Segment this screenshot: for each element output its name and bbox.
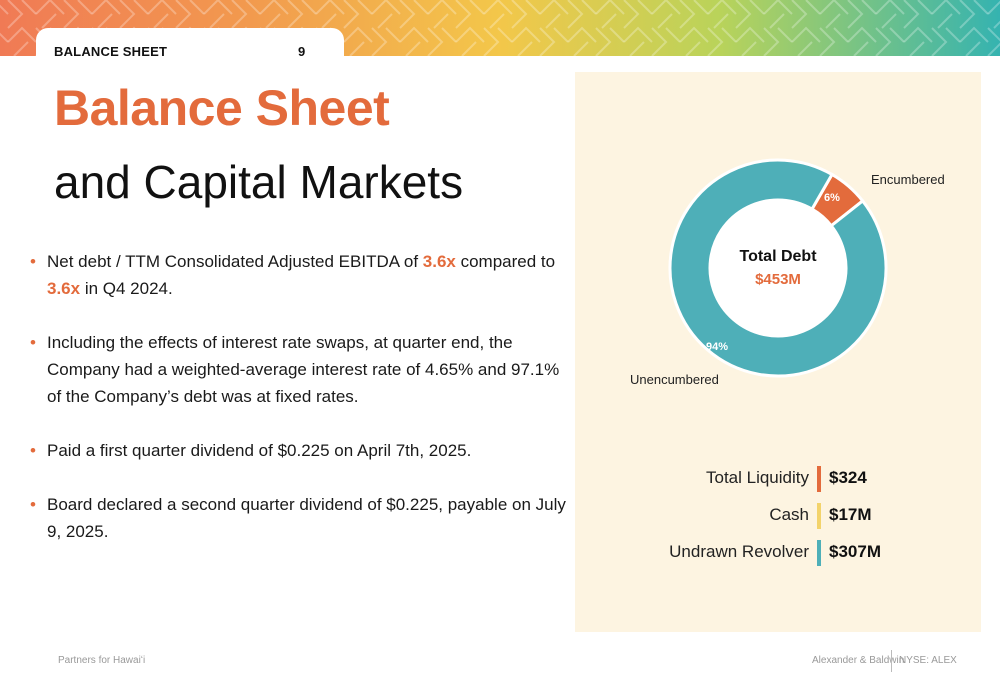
liquidity-color-bar [817, 540, 821, 566]
page-title: Balance Sheet [54, 80, 390, 136]
bullet-dot-icon: • [30, 441, 36, 460]
bullet-item: • Including the effects of interest rate … [30, 329, 570, 410]
encumbered-legend-label: Encumbered [871, 172, 945, 187]
footer-divider [891, 650, 892, 672]
highlight-value: 3.6x [422, 252, 456, 271]
bullet-text: Paid a first quarter dividend of $0.225 … [47, 441, 471, 460]
donut-center-label: Total Debt [739, 248, 817, 265]
encumbered-percent-label: 6% [824, 192, 840, 204]
liquidity-label: Total Liquidity [705, 468, 809, 487]
bullet-item: • Net debt / TTM Consolidated Adjusted EB… [30, 248, 570, 302]
donut-center-value: $453M [755, 271, 801, 288]
liquidity-color-bar [817, 503, 821, 529]
bullet-item: • Paid a first quarter dividend of $0.225… [30, 437, 570, 464]
page-number: 9 [298, 44, 306, 59]
bullet-text: Board declared a second quarter dividend… [47, 495, 566, 541]
bullet-item: • Board declared a second quarter dividen… [30, 491, 570, 545]
liquidity-label: Undrawn Revolver [669, 542, 809, 561]
bullet-text-part: Paid a first quarter dividend of $0.225 … [47, 441, 472, 460]
page-subtitle: and Capital Markets [54, 156, 464, 208]
liquidity-row-revolver: Undrawn Revolver $307M [575, 538, 981, 568]
bullet-text: Including the effects of interest rate s… [47, 333, 559, 406]
footer-tagline: Partners for Hawaiʻi [58, 655, 146, 666]
bullet-text-part: Net debt / TTM Consolidated Adjusted EBI… [47, 252, 423, 271]
donut-hole [710, 200, 846, 336]
liquidity-row-cash: Cash $17M [575, 501, 981, 531]
bullet-text-part: in Q4 2024. [80, 279, 173, 298]
bullet-dot-icon: • [30, 495, 36, 514]
bullet-list: • Net debt / TTM Consolidated Adjusted EB… [30, 248, 570, 572]
footer-company: Alexander & Baldwin [812, 655, 905, 666]
bullet-text: Net debt / TTM Consolidated Adjusted EBI… [47, 252, 555, 298]
debt-donut-chart: Total Debt $453M 6% 94% Encumbered Unenc… [630, 158, 945, 387]
bullet-text-part: Including the effects of interest rate s… [47, 333, 560, 406]
liquidity-row-total: Total Liquidity $324 [575, 464, 981, 494]
bullet-dot-icon: • [30, 333, 36, 352]
section-tab [36, 28, 344, 68]
bullet-dot-icon: • [30, 252, 36, 271]
liquidity-value: $324 [829, 468, 867, 487]
highlight-value: 3.6x [47, 279, 81, 298]
liquidity-color-bar [817, 466, 821, 492]
bullet-text-part: compared to [455, 252, 556, 271]
unencumbered-percent-label: 94% [706, 341, 728, 353]
liquidity-value: $307M [829, 542, 881, 561]
bullet-text-part: Board declared a second quarter dividend… [47, 495, 566, 541]
liquidity-value: $17M [829, 505, 872, 524]
footer-ticker: NYSE: ALEX [899, 655, 957, 666]
section-label: BALANCE SHEET [54, 44, 168, 59]
liquidity-label: Cash [769, 505, 809, 524]
unencumbered-legend-label: Unencumbered [630, 372, 719, 387]
